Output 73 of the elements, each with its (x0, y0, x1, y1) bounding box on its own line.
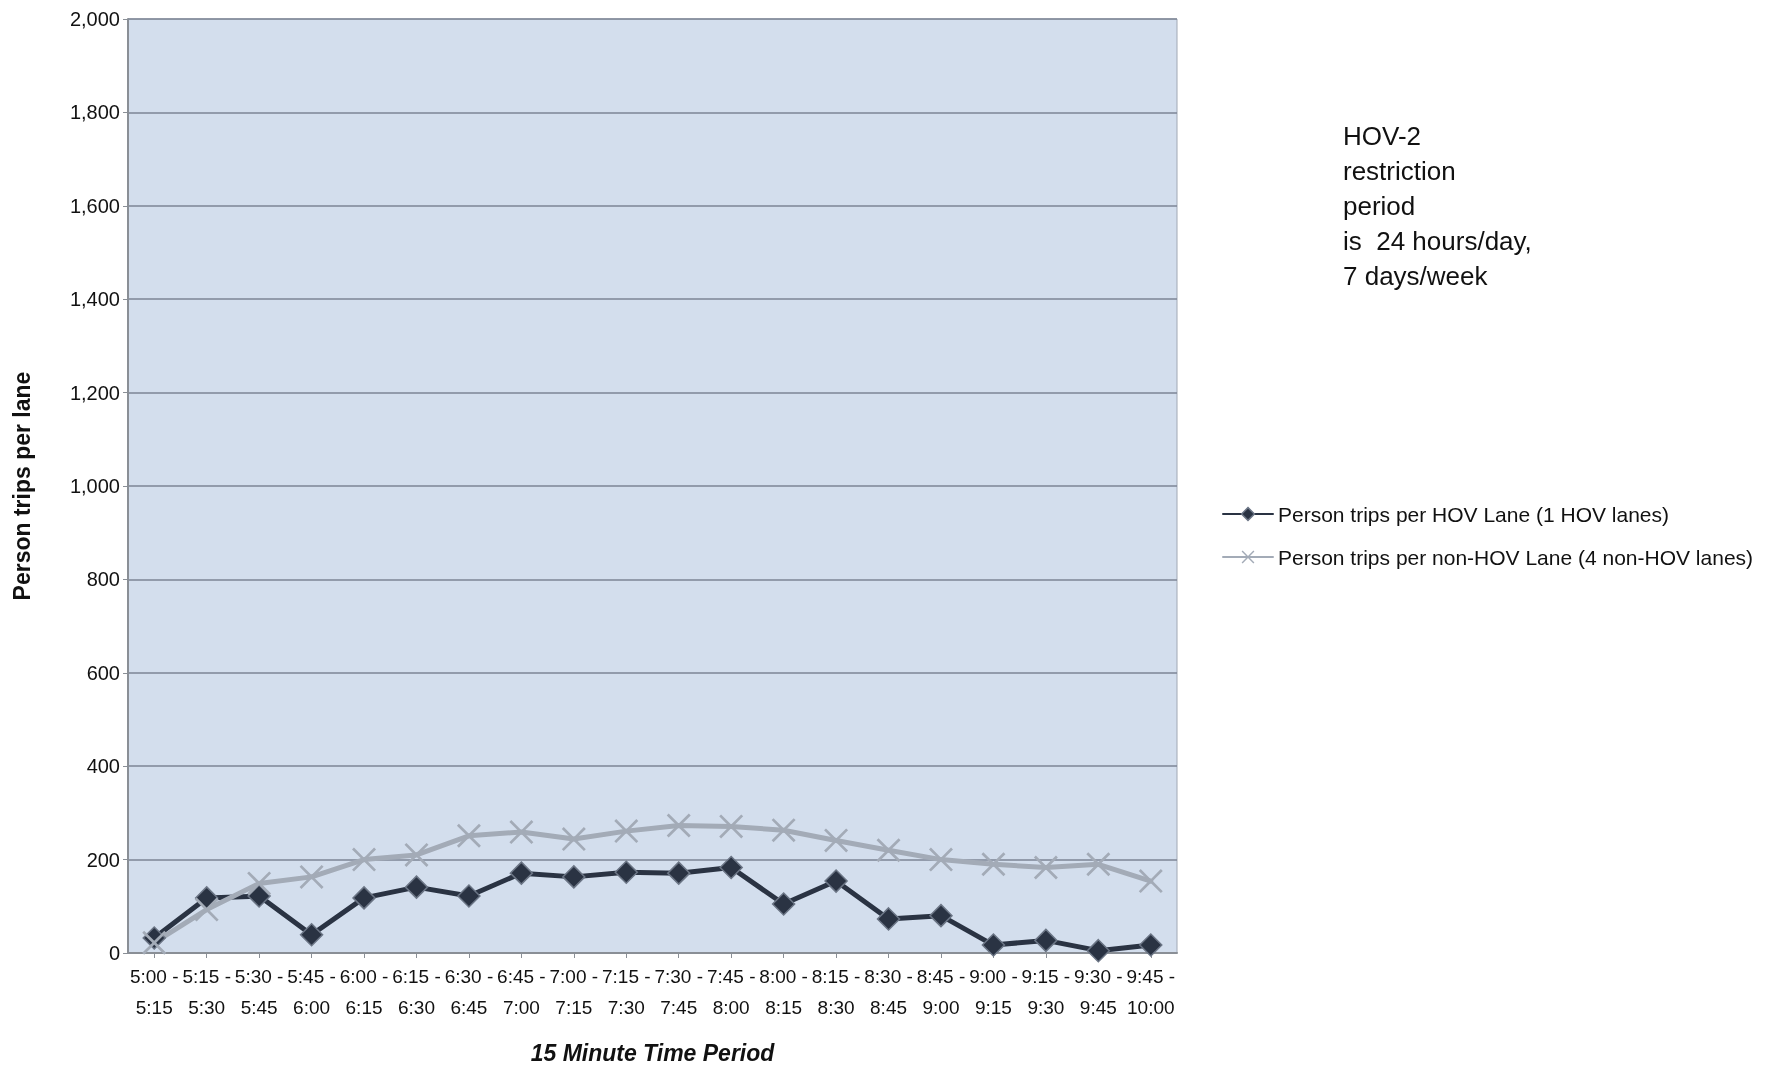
point (1034, 928, 1058, 953)
point (562, 865, 586, 889)
point (771, 892, 796, 916)
x-tick-label: 6:00 - 6:15 (339, 966, 389, 1018)
point (247, 871, 272, 896)
point (1138, 869, 1163, 894)
x-tick-label: 6:15 - 6:30 (392, 966, 441, 1018)
y-tick-label: 0 (108, 942, 120, 964)
y-tick-label: 200 (86, 848, 120, 871)
point (929, 903, 953, 928)
y-tick-label: 1,400 (69, 288, 120, 311)
x-tick-label: 8:15 - 8:30 (811, 966, 861, 1018)
x-tick-label: 7:45 - 8:00 (706, 966, 756, 1018)
point (299, 864, 324, 889)
point (614, 819, 639, 844)
point (666, 813, 691, 838)
y-axis-title: Person trips per lane (8, 371, 35, 601)
x-tick-label: 5:15 - 5:30 (182, 966, 231, 1018)
point (509, 861, 534, 885)
point (561, 827, 586, 852)
y-tick-label: 800 (86, 568, 120, 591)
point (457, 884, 481, 908)
x-tick-label: 7:00 - 7:15 (549, 966, 599, 1018)
point (719, 855, 743, 880)
x-tick-label: 5:45 - 6:00 (287, 966, 336, 1018)
point (876, 838, 901, 863)
point (509, 820, 534, 845)
point (981, 933, 1006, 957)
point (1086, 852, 1111, 877)
x-tick-label: 6:45 - 7:00 (497, 966, 546, 1018)
point (142, 930, 167, 955)
y-tick-label: 1,800 (69, 101, 120, 124)
point (824, 869, 848, 893)
point (194, 897, 219, 922)
x-tick-label: 9:15 - 9:30 (1021, 966, 1071, 1018)
y-tick-label: 400 (86, 755, 120, 778)
x-tick-label: 8:00 - 8:15 (759, 966, 808, 1018)
point (352, 847, 377, 872)
y-tick-label: 1,000 (69, 475, 120, 497)
point (928, 847, 953, 872)
x-tick-label: 6:30 - 6:45 (444, 966, 494, 1018)
x-tick-label: 9:00 - 9:15 (969, 966, 1018, 1018)
point (666, 861, 691, 885)
y-tick-label: 2,000 (69, 8, 120, 30)
point (1086, 938, 1111, 963)
y-tick-label: 1,600 (69, 194, 120, 217)
point (981, 852, 1006, 877)
point (1033, 855, 1058, 880)
x-tick-label: 5:00 - 5:15 (129, 966, 179, 1018)
point (404, 875, 429, 899)
x-tick-label: 8:30 - 8:45 (864, 966, 913, 1018)
point (404, 842, 429, 867)
point (824, 828, 849, 853)
legend-label: Person trips per non-HOV Lane (4 non-HOV lanes) (1278, 545, 1754, 569)
point (352, 886, 376, 910)
x-tick-label: 8:45 - 9:00 (916, 966, 966, 1018)
point (456, 823, 481, 848)
x-tick-label: 5:30 - 5:45 (234, 966, 284, 1018)
point (719, 814, 744, 839)
y-tick-label: 600 (86, 661, 120, 684)
text: HOV-2 restriction period is 24 hours/day, 7 days/week (1343, 120, 1532, 291)
point (771, 818, 796, 843)
point (614, 860, 639, 884)
x-tick-label: 7:15 - 7:30 (601, 966, 651, 1018)
x-tick-label: 9:30 - 9:45 (1074, 966, 1123, 1018)
point (299, 923, 324, 947)
x-tick-label: 9:45 - 10:00 (1126, 966, 1176, 1018)
x-tick-label: 7:30 - 7:45 (654, 966, 704, 1018)
point (876, 907, 901, 931)
legend-label: Person trips per HOV Lane (1 HOV lanes) (1278, 502, 1670, 526)
point (1139, 933, 1163, 957)
x-axis-title: 15 Minute Time Period (530, 1039, 776, 1066)
y-tick-label: 1,200 (69, 381, 120, 404)
